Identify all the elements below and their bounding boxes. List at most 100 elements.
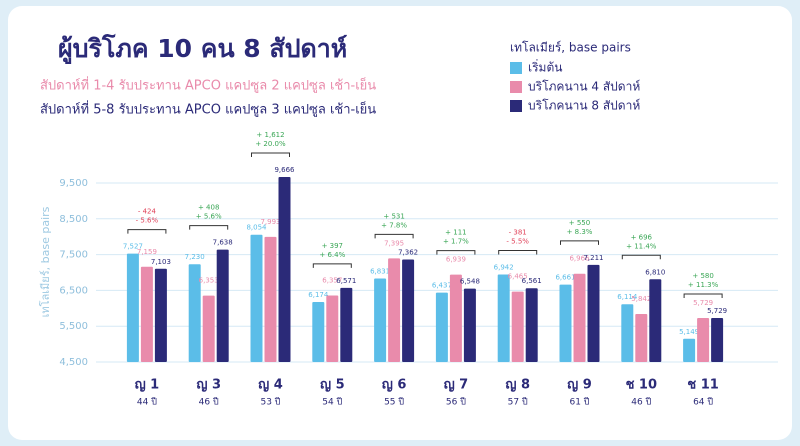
x-tick-label: ญ 6	[382, 378, 407, 393]
value-label: 6,548	[460, 278, 480, 286]
y-tick-label: 5,500	[59, 321, 88, 332]
legend-swatch	[510, 81, 522, 93]
value-label: 7,211	[583, 254, 603, 262]
bar	[525, 288, 538, 362]
percent-label: + 5.6%	[196, 213, 222, 221]
value-label: 7,159	[137, 248, 157, 256]
change-label: + 580	[692, 272, 713, 280]
x-tick-label: ญ 1	[135, 378, 160, 393]
change-label: + 397	[322, 242, 343, 250]
change-label: + 531	[383, 212, 404, 220]
value-label: 6,353	[199, 277, 219, 285]
bracket	[251, 152, 290, 158]
age-label: 61 ปี	[569, 397, 589, 408]
bracket	[127, 229, 167, 234]
bracket	[436, 250, 476, 255]
change-label: - 381	[509, 229, 527, 237]
value-label: 8,054	[246, 224, 267, 232]
legend-swatch	[510, 62, 522, 74]
bracket	[312, 263, 352, 268]
bar	[621, 304, 634, 362]
value-label: 6,966	[569, 255, 590, 263]
value-label: 7,103	[151, 258, 171, 266]
bracket	[189, 225, 229, 230]
y-tick-label: 6,500	[59, 285, 88, 296]
y-tick-label: 7,500	[59, 250, 88, 261]
age-label: 56 ปี	[446, 397, 466, 408]
bar	[202, 295, 215, 362]
y-tick-label: 8,500	[59, 214, 88, 225]
percent-label: + 7.8%	[381, 221, 407, 229]
chart-title: ผู้บริโภค 10 คน 8 สัปดาห์	[58, 33, 347, 65]
bar	[711, 317, 724, 362]
bar	[154, 268, 167, 362]
bar	[140, 266, 153, 362]
y-tick-label: 4,500	[59, 357, 88, 368]
bar	[278, 177, 291, 362]
value-label: 5,842	[631, 295, 651, 303]
x-tick-label: ญ 4	[258, 378, 283, 393]
x-tick-label: ญ 3	[196, 378, 221, 393]
value-label: 6,437	[432, 282, 452, 290]
change-label: + 696	[631, 233, 653, 241]
bar	[559, 284, 572, 362]
value-label: 7,527	[123, 243, 143, 251]
bracket	[621, 254, 661, 260]
bar	[435, 292, 448, 362]
value-label: 6,661	[555, 274, 575, 282]
value-label: 6,114	[617, 293, 638, 301]
legend-label: บริโภคนาน 4 สัปดาห์	[528, 80, 640, 94]
bar	[374, 278, 387, 362]
age-label: 53 ปี	[260, 397, 280, 408]
bar	[312, 302, 325, 362]
bar	[573, 273, 586, 362]
x-tick-label: ช 10	[626, 378, 657, 393]
age-label: 44 ปี	[137, 397, 157, 408]
bar	[683, 338, 696, 362]
bracket	[498, 250, 538, 255]
bar	[264, 236, 277, 362]
percent-label: + 11.3%	[688, 281, 719, 289]
bar	[463, 288, 476, 362]
x-tick-label: ญ 5	[320, 378, 345, 393]
legend-label: บริโภคนาน 8 สัปดาห์	[528, 99, 640, 113]
percent-label: + 1.7%	[443, 238, 469, 246]
legend-swatch	[510, 100, 522, 112]
age-label: 46 ปี	[631, 397, 651, 408]
value-label: 7,638	[213, 239, 233, 247]
value-label: 6,939	[446, 256, 466, 264]
subtitle: สัปดาห์ที่ 1-4 รับประทาน APCO แคปซูล 2 แ…	[40, 76, 376, 94]
legend-label: เริ่มต้น	[528, 59, 562, 75]
bar	[188, 264, 201, 362]
value-label: 6,357	[322, 277, 342, 285]
age-label: 54 ปี	[322, 397, 342, 408]
bar	[649, 279, 662, 362]
change-label: - 424	[138, 208, 157, 216]
age-label: 57 ปี	[508, 397, 528, 408]
age-label: 46 ปี	[199, 397, 219, 408]
bar	[587, 264, 600, 362]
value-label: 5,729	[707, 307, 727, 315]
y-axis-label: เทโลเมียร์, base pairs	[38, 206, 52, 317]
change-label: + 111	[445, 229, 466, 237]
x-tick-label: ญ 8	[505, 378, 530, 393]
bar	[697, 317, 710, 362]
percent-label: - 5.5%	[506, 238, 529, 246]
x-tick-label: ญ 7	[444, 378, 469, 393]
percent-label: + 6.4%	[319, 251, 345, 259]
value-label: 7,362	[398, 249, 418, 257]
value-label: 7,230	[185, 253, 205, 261]
percent-label: + 8.3%	[567, 228, 593, 236]
bracket	[683, 293, 723, 298]
percent-label: + 20.0%	[255, 140, 286, 148]
x-tick-label: ญ 9	[567, 378, 592, 393]
change-label: + 408	[198, 204, 219, 212]
bar	[250, 234, 263, 362]
bracket	[374, 233, 414, 239]
bar	[402, 259, 415, 362]
value-label: 9,666	[274, 166, 295, 174]
value-label: 6,465	[508, 273, 528, 281]
value-label: 5,149	[679, 328, 699, 336]
bar	[635, 313, 648, 362]
